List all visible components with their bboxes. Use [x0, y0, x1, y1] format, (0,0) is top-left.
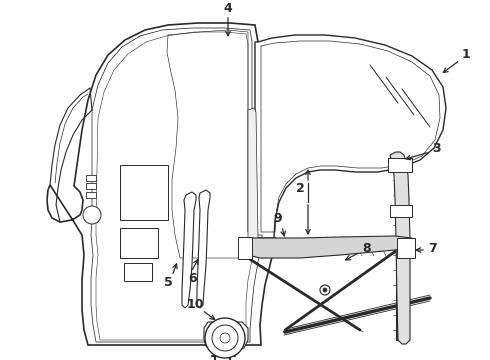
Text: 2: 2 [296, 181, 305, 194]
Bar [397, 238, 415, 258]
Circle shape [220, 333, 230, 343]
Polygon shape [197, 190, 210, 308]
Bar [86, 175, 96, 181]
Circle shape [83, 206, 101, 224]
Circle shape [212, 325, 238, 351]
Text: 4: 4 [223, 1, 232, 14]
Circle shape [205, 318, 245, 358]
Text: 1: 1 [462, 49, 471, 62]
Polygon shape [248, 108, 258, 242]
Bar [86, 192, 96, 198]
Polygon shape [390, 152, 410, 344]
Polygon shape [47, 23, 275, 345]
Text: 3: 3 [432, 141, 441, 154]
Text: 10: 10 [186, 298, 204, 311]
Circle shape [323, 288, 327, 292]
Polygon shape [182, 192, 196, 308]
Bar [390, 205, 412, 217]
Bar [120, 228, 158, 258]
Bar [86, 183, 96, 189]
Text: 8: 8 [362, 242, 370, 255]
Bar [124, 263, 152, 281]
Text: 5: 5 [164, 275, 172, 288]
Bar [388, 158, 412, 172]
Text: 6: 6 [188, 271, 196, 284]
Polygon shape [255, 35, 446, 238]
Text: 9: 9 [274, 211, 282, 225]
Polygon shape [240, 236, 412, 258]
Polygon shape [204, 322, 248, 350]
Bar [238, 237, 252, 259]
Circle shape [320, 285, 330, 295]
Text: 7: 7 [428, 242, 437, 255]
Bar [120, 165, 168, 220]
